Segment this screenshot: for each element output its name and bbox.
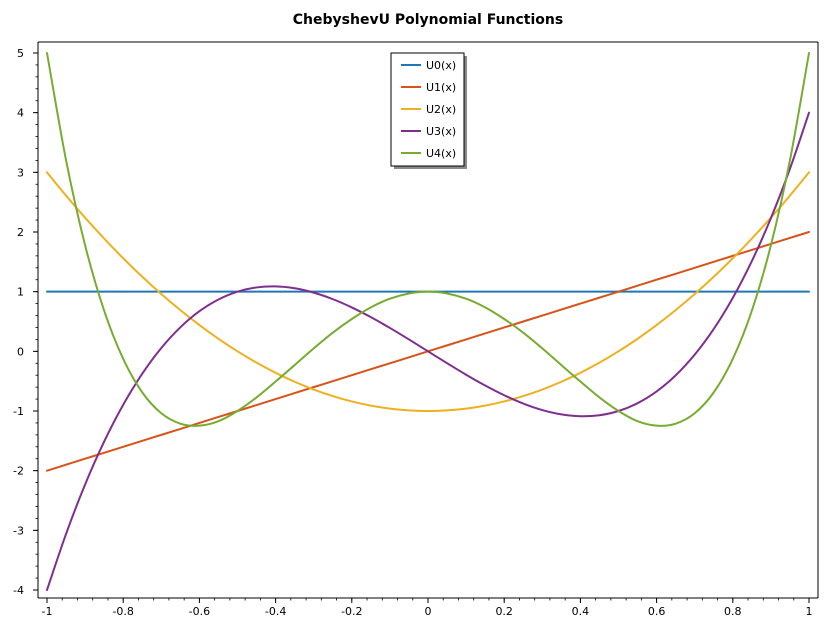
- y-tick-label: 0: [17, 345, 24, 358]
- legend: U0(x) U1(x) U2(x) U3(x) U4(x): [390, 52, 467, 169]
- y-tick-label: 1: [17, 286, 24, 299]
- x-tick-label: -0.2: [341, 605, 362, 618]
- series-line-u3: [46, 111, 810, 591]
- legend-label: U4(x): [426, 147, 456, 160]
- y-tick-label: -4: [13, 584, 24, 597]
- x-tick-label: 1: [806, 605, 813, 618]
- x-tick-label: 0: [425, 605, 432, 618]
- legend-label: U1(x): [426, 81, 456, 94]
- chart-title: ChebyshevU Polynomial Functions: [293, 12, 563, 28]
- series-line-u4: [46, 52, 810, 427]
- y-tick-label: -1: [13, 405, 24, 418]
- x-tick-label: -0.6: [189, 605, 210, 618]
- y-tick-label: 4: [17, 107, 24, 120]
- x-tick-label: 0.6: [648, 605, 666, 618]
- y-axis: -4 -3 -2 -1 0 1 2 3 4 5: [13, 47, 38, 597]
- x-tick-label: 0.4: [572, 605, 590, 618]
- legend-label: U3(x): [426, 125, 456, 138]
- x-tick-label: 0.2: [495, 605, 513, 618]
- y-tick-label: 3: [17, 166, 24, 179]
- x-axis: -1 -0.8 -0.6 -0.4 -0.2 0 0.2 0.4 0.6 0.8 1: [42, 598, 813, 618]
- y-tick-label: -3: [13, 524, 24, 537]
- legend-label: U2(x): [426, 103, 456, 116]
- series-group: [46, 52, 810, 591]
- x-tick-label: -1: [42, 605, 53, 618]
- x-tick-label: 0.8: [724, 605, 742, 618]
- legend-label: U0(x): [426, 59, 456, 72]
- y-tick-label: -2: [13, 465, 24, 478]
- series-line-u2: [46, 171, 810, 412]
- x-tick-label: -0.4: [265, 605, 286, 618]
- y-tick-label: 5: [17, 47, 24, 60]
- x-tick-label: -0.8: [112, 605, 133, 618]
- y-tick-label: 2: [17, 226, 24, 239]
